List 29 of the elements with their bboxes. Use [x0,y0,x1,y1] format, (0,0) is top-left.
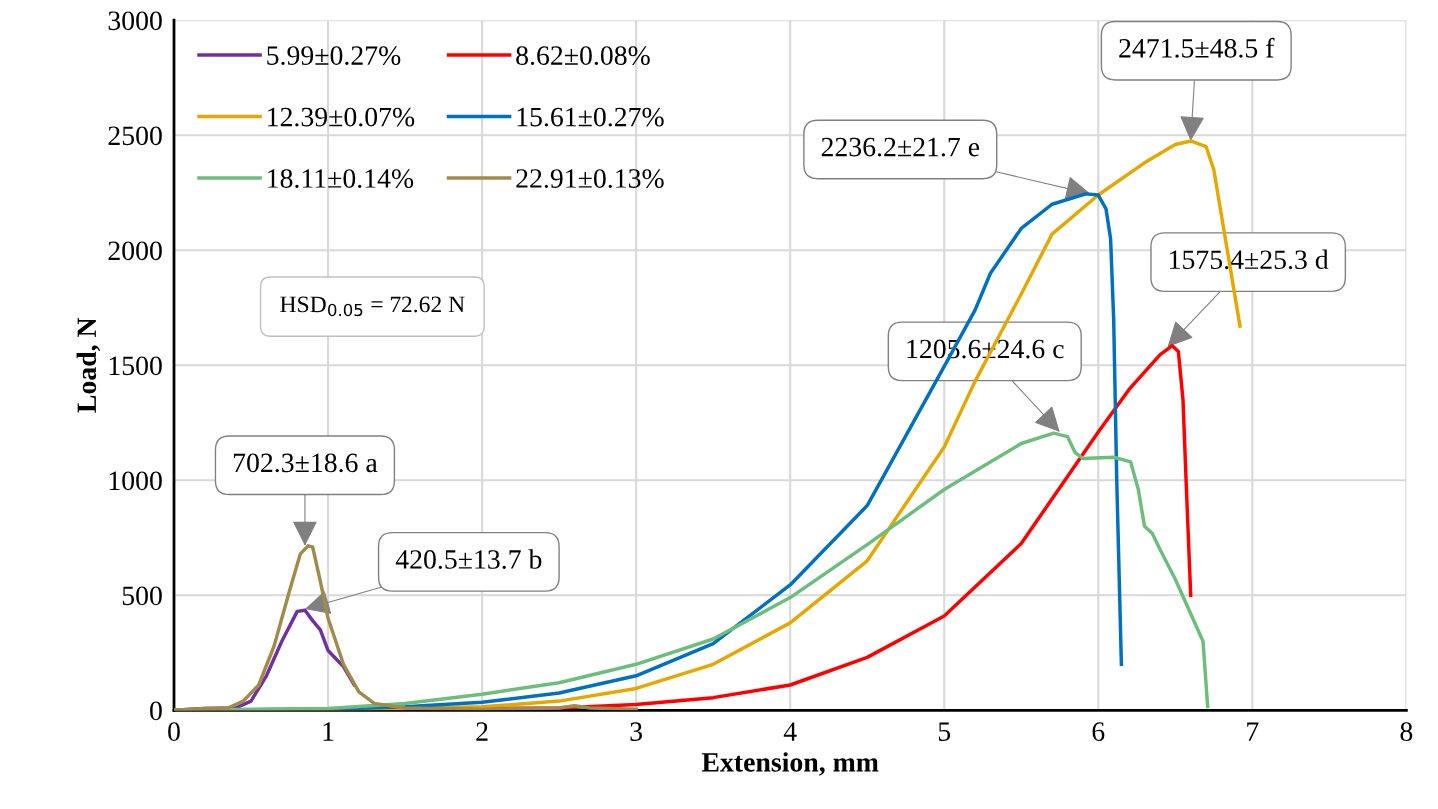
annotation: 420.5±13.7 b [395,549,542,569]
legend-label: 15.61±0.27% [517,107,664,127]
y-tick-label: 3000 [108,11,162,31]
y-tick-label: 0 [150,701,162,721]
x-tick-label: 3 [630,722,642,741]
x-tick-label: 7 [1247,722,1259,741]
y-tick-label: 1000 [109,471,162,491]
y-tick-label: 1500 [109,356,162,376]
y-axis-title: Load, N [76,317,101,413]
y-tick-label: 2000 [108,241,162,261]
y-tick-label: 2500 [108,126,162,146]
legend-label: 18.11±0.14% [268,169,414,189]
y-tick-label: 500 [122,586,162,606]
annotation: HSD$_{0.05}$ = 72.62 N [280,296,465,317]
legend-label: 22.91±0.13% [516,169,664,189]
x-tick-label: 0 [168,722,180,741]
legend-label: 5.99±0.27% [267,46,401,66]
x-tick-label: 6 [1092,722,1105,741]
x-tick-label: 8 [1400,722,1413,741]
x-tick-label: 4 [783,722,797,741]
x-tick-label: 2 [476,722,488,741]
x-axis-title: Extension, mm [701,752,879,776]
annotation: 2236.2±21.7 e [821,137,980,157]
annotation: 702.3±18.6 a [233,453,378,473]
legend-label: 8.62±0.08% [516,46,650,66]
x-tick-label: 1 [323,722,334,741]
legend-label: 12.39±0.07% [268,107,415,127]
annotation: 2471.5±48.5 f [1119,37,1275,58]
x-tick-label: 5 [938,722,951,741]
